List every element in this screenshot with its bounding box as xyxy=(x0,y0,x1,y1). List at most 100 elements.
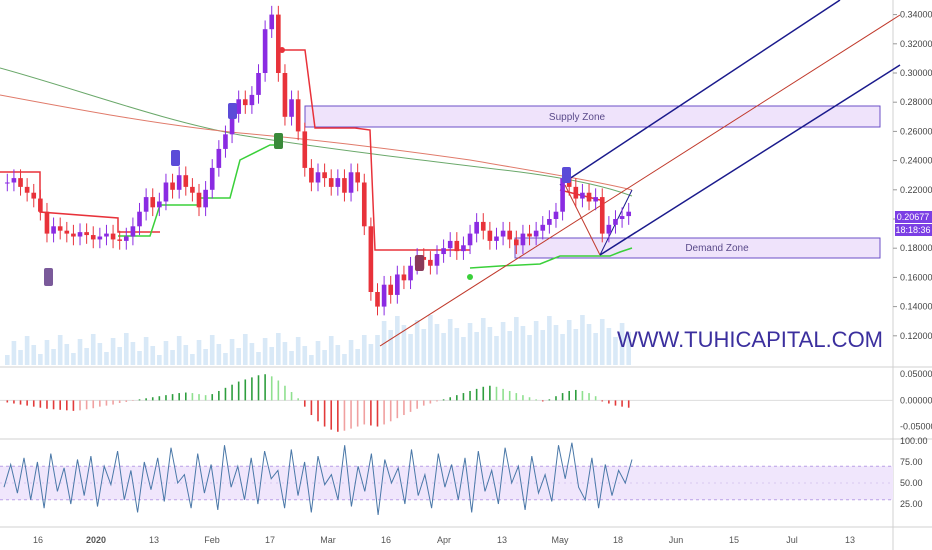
volume-bar xyxy=(190,354,195,365)
candle-body xyxy=(117,239,122,241)
candle-body xyxy=(560,178,565,212)
candle-body xyxy=(494,236,499,241)
rsi-axis: 100.00 75.00 50.00 25.00 xyxy=(900,436,928,509)
volume-bar xyxy=(137,351,142,365)
candle-body xyxy=(514,239,519,246)
volume-bar xyxy=(104,352,109,365)
volume-bar xyxy=(170,350,175,365)
candle-body xyxy=(361,182,367,227)
demand-zone-label: Demand Zone xyxy=(685,243,749,254)
volume-bar xyxy=(249,343,255,365)
candle-body xyxy=(97,236,103,240)
volume-bar xyxy=(84,348,89,365)
time-tick-label: Apr xyxy=(437,535,451,545)
volume-bar xyxy=(474,332,479,365)
candle-body xyxy=(355,172,360,183)
candle-body xyxy=(295,99,301,132)
candle-body xyxy=(150,197,156,208)
volume-bar xyxy=(514,317,519,365)
volume-bar xyxy=(157,355,162,365)
price-tick-label: 0.26000 xyxy=(900,126,932,136)
rsi-pane: 100.00 75.00 50.00 25.00 xyxy=(0,436,928,515)
signal-marker-sell xyxy=(228,103,237,119)
candle-body xyxy=(342,178,347,193)
candle-body xyxy=(64,230,70,234)
rsi-tick-label: 75.00 xyxy=(900,457,923,467)
candle-body xyxy=(282,73,288,117)
volume-bar xyxy=(500,322,506,365)
candle-body xyxy=(11,178,17,183)
candle-body xyxy=(434,254,440,266)
price-tick-label: 0.18000 xyxy=(900,243,932,253)
volume-bar xyxy=(447,319,453,365)
candle-body xyxy=(322,172,327,179)
candle-body xyxy=(71,233,76,237)
volume-bar xyxy=(619,323,625,365)
volume-bar xyxy=(613,337,618,365)
candle-body xyxy=(229,113,235,135)
signal-marker-sell xyxy=(562,167,571,183)
volume-bar xyxy=(348,340,354,365)
price-tick-label: 0.30000 xyxy=(900,68,932,78)
watermark-text: WWW.TUHICAPITAL.COM xyxy=(617,327,883,352)
candle-body xyxy=(428,259,433,266)
candle-body xyxy=(262,29,268,73)
volume-bar xyxy=(461,337,466,365)
sma-red-line xyxy=(0,94,633,191)
candle-body xyxy=(375,292,380,307)
volume-bar xyxy=(223,353,228,365)
time-tick-label: 18 xyxy=(613,535,623,545)
volume-bar xyxy=(256,352,261,365)
candle-body xyxy=(381,284,387,307)
candle-body xyxy=(216,148,222,168)
candle-body xyxy=(487,230,493,241)
volume-bar xyxy=(18,350,23,365)
candle-body xyxy=(77,232,83,237)
volume-bar xyxy=(196,340,202,365)
volume-bar xyxy=(315,341,321,365)
candle-body xyxy=(269,14,275,30)
candle-body xyxy=(249,94,255,106)
volume-bar xyxy=(480,318,486,365)
last-price-value: 0.20677 xyxy=(897,212,930,222)
volume-bar xyxy=(626,332,631,365)
signal-marker-buy xyxy=(44,268,53,286)
time-tick-label: 17 xyxy=(265,535,275,545)
volume-bar xyxy=(262,338,268,365)
volume-bar xyxy=(599,319,605,365)
time-tick-label: 13 xyxy=(497,535,507,545)
time-tick-label: May xyxy=(551,535,569,545)
volume-bar xyxy=(547,316,552,365)
volume-bar xyxy=(355,349,360,365)
volume-bar xyxy=(507,331,513,365)
candle-body xyxy=(170,182,175,190)
candle-body xyxy=(309,167,314,183)
candle-body xyxy=(51,226,56,234)
volume-bar xyxy=(242,334,248,365)
price-axis: 0.34000 0.32000 0.30000 0.28000 0.26000 0.240… xyxy=(893,10,932,341)
candles xyxy=(4,5,632,316)
candle-body xyxy=(553,211,559,219)
signal-marker-buy xyxy=(274,133,283,149)
candle-body xyxy=(203,189,208,208)
time-tick-label: 2020 xyxy=(86,535,106,545)
candle-body xyxy=(24,186,30,193)
candle-body xyxy=(110,233,116,240)
candle-body xyxy=(130,226,136,237)
volume-bar xyxy=(520,326,526,365)
volume-bar xyxy=(5,355,10,365)
candle-body xyxy=(84,232,89,236)
candle-body xyxy=(388,284,394,295)
supply-zone-box xyxy=(304,105,881,128)
time-tick-label: 13 xyxy=(845,535,855,545)
time-tick-label: 16 xyxy=(381,535,391,545)
volume-bar xyxy=(388,330,394,365)
volume-bar xyxy=(229,339,235,365)
time-tick-label: Mar xyxy=(320,535,336,545)
price-tick-label: 0.28000 xyxy=(900,97,932,107)
volume-bar xyxy=(57,335,63,365)
volume-bar xyxy=(401,325,407,365)
candle-body xyxy=(606,224,612,234)
volume-bar xyxy=(38,354,43,365)
volume-bar xyxy=(31,345,37,365)
